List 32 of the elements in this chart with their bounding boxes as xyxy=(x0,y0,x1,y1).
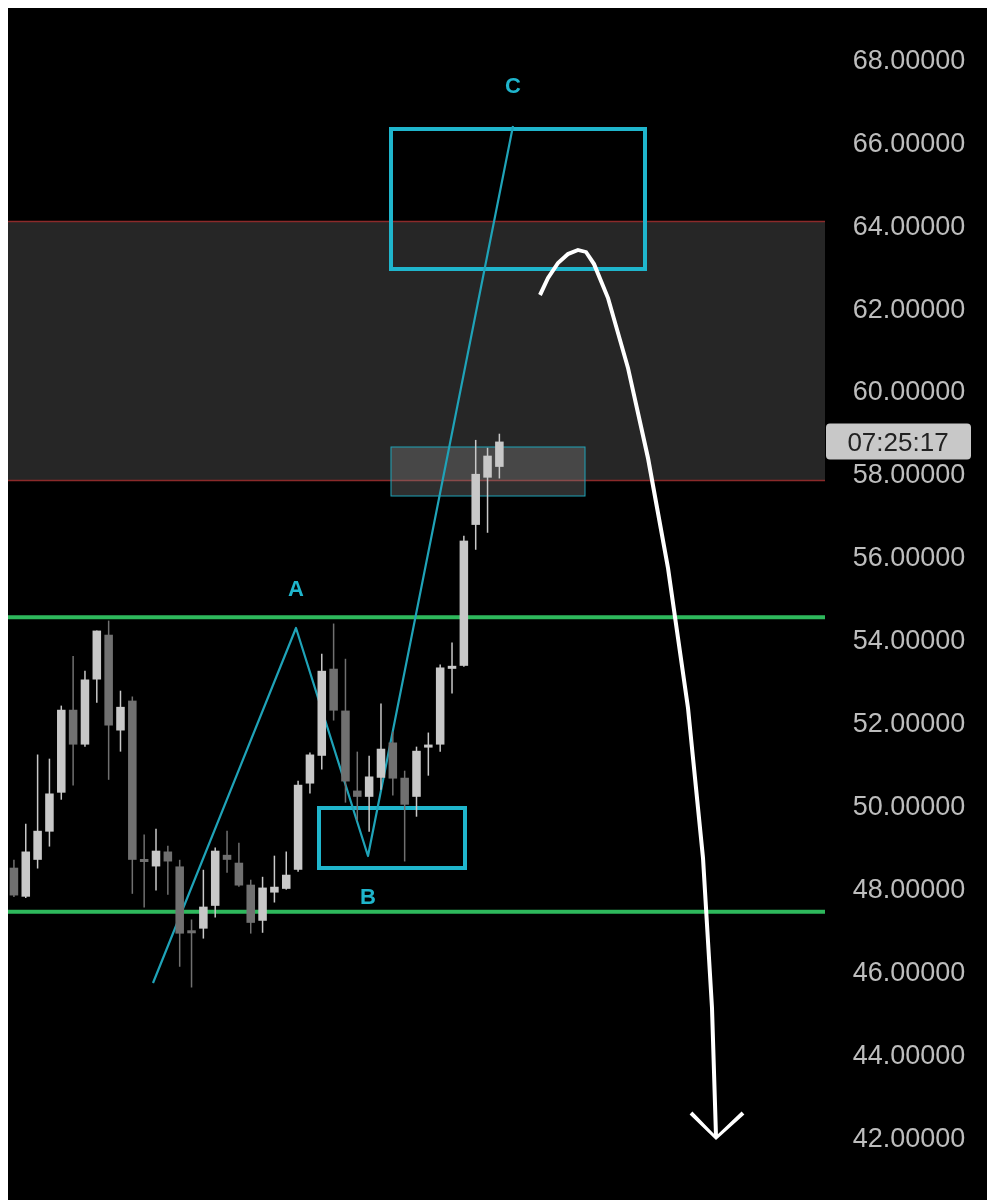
candlestick xyxy=(139,833,149,909)
y-tick-label: 60.00000 xyxy=(852,376,966,407)
candlestick xyxy=(353,750,362,822)
y-tick-label: 50.00000 xyxy=(852,790,966,821)
candlestick xyxy=(447,641,457,695)
candlestick xyxy=(483,447,492,534)
candlestick xyxy=(234,842,244,888)
y-tick-label: 64.00000 xyxy=(852,210,966,241)
candlestick xyxy=(187,918,196,989)
y-tick-label: 44.00000 xyxy=(852,1039,966,1070)
y-tick-label: 42.00000 xyxy=(852,1122,966,1153)
text: 07:25:17 xyxy=(847,426,949,457)
y-tick-label: 54.00000 xyxy=(852,625,966,656)
y-tick-label: 66.00000 xyxy=(852,127,966,158)
candlestick xyxy=(199,869,208,940)
y-tick-label: 68.00000 xyxy=(852,44,966,75)
y-tick-label: 52.00000 xyxy=(852,708,966,739)
candlestick xyxy=(270,854,279,904)
annotation: C xyxy=(505,72,522,98)
y-tick-label: 48.00000 xyxy=(852,873,966,904)
candlestick xyxy=(281,850,291,891)
y-tick-label: 56.00000 xyxy=(852,542,966,573)
candlestick xyxy=(222,830,232,874)
candlestick xyxy=(116,689,125,753)
y-tick-label: 62.00000 xyxy=(852,293,966,324)
y-tick-label: 58.00000 xyxy=(852,459,966,490)
y-tick-label: 46.00000 xyxy=(852,956,966,987)
annotation: A xyxy=(288,575,305,601)
candlestick xyxy=(151,827,161,892)
candlestick xyxy=(364,755,374,833)
candlestick xyxy=(424,731,433,777)
annotation: B xyxy=(360,883,376,909)
